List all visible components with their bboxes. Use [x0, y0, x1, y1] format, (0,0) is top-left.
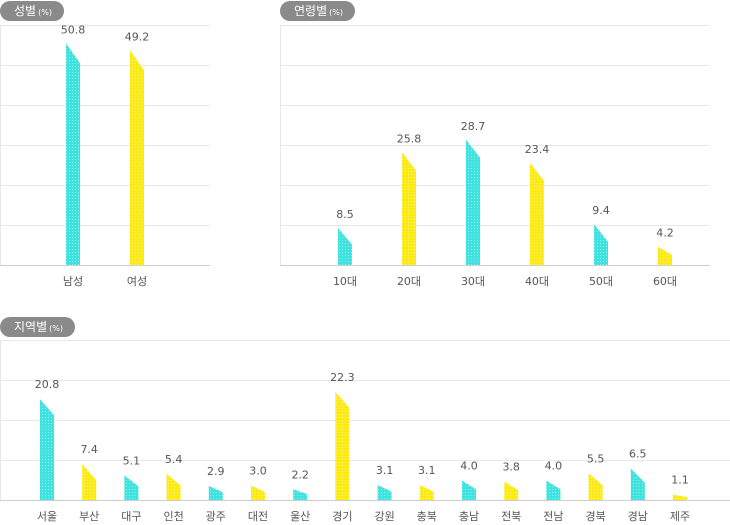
region-bar: [504, 481, 519, 500]
region-category-label: 전남: [543, 510, 563, 523]
region-value-label: 2.2: [291, 468, 309, 481]
region-value-label: 3.1: [418, 464, 436, 477]
age-category-label: 50대: [589, 275, 613, 288]
gender-category-label: 여성: [127, 275, 147, 288]
age-value-label: 28.7: [461, 120, 486, 133]
age-value-label: 25.8: [397, 132, 422, 145]
region-value-label: 4.0: [545, 460, 563, 473]
age-chart: 8.5 10대 25.8 20대 28.7 30대 23.4 40대 9.4 50대 4.2 60대: [280, 25, 710, 288]
region-category-label: 강원: [374, 510, 394, 523]
region-category-label: 충남: [459, 510, 479, 523]
region-value-label: 20.8: [35, 378, 60, 391]
region-value-label: 3.1: [376, 464, 394, 477]
region-category-label: 부산: [79, 510, 99, 523]
age-value-label: 4.2: [656, 227, 674, 240]
age-bar: [402, 152, 416, 265]
region-bar: [546, 480, 561, 500]
region-category-label: 경기: [332, 510, 352, 523]
age-bar: [658, 246, 672, 265]
region-bar: [208, 485, 223, 500]
age-bar: [338, 227, 352, 265]
age-title-unit: (%): [329, 8, 343, 17]
gender-chart-title: 성별 (%): [0, 1, 64, 21]
region-value-label: 5.4: [165, 453, 183, 466]
region-category-label: 경남: [628, 510, 648, 523]
age-category-label: 40대: [525, 275, 549, 288]
region-title-unit: (%): [49, 324, 63, 333]
region-bar: [377, 485, 392, 500]
region-category-label: 대구: [121, 510, 141, 523]
region-bar: [630, 468, 645, 500]
region-value-label: 3.0: [249, 465, 267, 478]
region-category-label: 전북: [501, 510, 521, 523]
region-category-label: 경북: [585, 510, 605, 523]
age-bar: [466, 139, 480, 265]
region-value-label: 4.0: [460, 460, 478, 473]
region-bar: [588, 473, 603, 500]
region-bar: [293, 489, 308, 500]
region-bar: [40, 399, 54, 500]
region-bar: [251, 485, 265, 500]
age-category-label: 10대: [333, 275, 357, 288]
region-category-label: 제주: [670, 510, 690, 523]
gender-chart: 50.8 남성 49.2 여성: [0, 23, 210, 288]
age-bar: [530, 162, 544, 265]
region-value-label: 22.3: [330, 371, 355, 384]
region-value-label: 5.1: [123, 454, 141, 467]
region-category-label: 광주: [206, 510, 226, 523]
age-chart-title: 연령별 (%): [280, 1, 355, 21]
region-value-label: 2.9: [207, 465, 225, 478]
region-chart: 20.8 서울 7.4 부산 5.1 대구 5.4 인천 2.9 광주 3.0 대전 2.2 울산 22.3…: [0, 340, 730, 523]
age-value-label: 23.4: [525, 143, 550, 156]
region-bar: [462, 480, 476, 500]
region-category-label: 인천: [163, 509, 183, 523]
age-value-label: 9.4: [592, 204, 610, 217]
age-category-label: 20대: [397, 275, 421, 288]
region-category-label: 대전: [248, 510, 268, 523]
region-category-label: 울산: [290, 510, 310, 523]
region-value-label: 1.1: [671, 474, 689, 487]
region-bar: [673, 494, 687, 500]
gender-bar: [130, 50, 144, 265]
age-title-text: 연령별: [294, 4, 328, 18]
age-category-label: 30대: [461, 275, 485, 288]
region-bar: [419, 485, 434, 500]
region-bar: [124, 475, 139, 500]
gender-category-label: 남성: [63, 275, 83, 288]
region-value-label: 7.4: [80, 443, 98, 456]
age-bar: [594, 224, 608, 265]
region-bar: [166, 473, 181, 500]
region-value-label: 5.5: [587, 452, 605, 465]
age-category-label: 60대: [653, 275, 677, 288]
gender-bar: [66, 43, 80, 265]
region-category-label: 서울: [37, 510, 57, 523]
gender-value-label: 49.2: [125, 30, 150, 43]
gender-title-text: 성별: [14, 4, 37, 18]
region-bar: [82, 464, 97, 500]
region-bar: [335, 391, 350, 500]
region-title-text: 지역별: [14, 320, 48, 334]
region-value-label: 3.8: [502, 461, 520, 474]
age-value-label: 8.5: [336, 208, 354, 221]
gender-value-label: 50.8: [61, 23, 86, 36]
region-category-label: 충북: [417, 510, 437, 523]
region-chart-title: 지역별 (%): [0, 317, 75, 337]
gender-title-unit: (%): [38, 8, 52, 17]
region-value-label: 6.5: [629, 448, 647, 461]
